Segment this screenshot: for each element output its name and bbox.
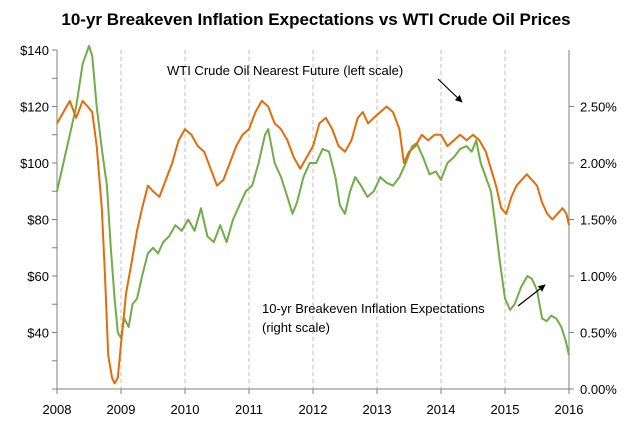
- x-tick-label: 2016: [555, 402, 584, 417]
- x-tick-label: 2009: [107, 402, 136, 417]
- right-tick-label: 1.00%: [580, 269, 617, 284]
- x-tick-label: 2011: [235, 402, 263, 417]
- series-layer: [56, 45, 570, 385]
- series-line-10-yr-breakeven-inflation-expectations: [56, 99, 570, 385]
- annotation-text: (right scale): [262, 320, 330, 335]
- annotation-arrow: [437, 78, 463, 103]
- left-tick-label: $80: [27, 213, 49, 228]
- annotation-text: WTI Crude Oil Nearest Future (left scale…: [167, 63, 403, 78]
- axis-layer: 2008 2009 2010 2011 2012 2013 2014 2015 2016 $40 $…: [20, 43, 617, 417]
- grid-layer: [120, 50, 570, 389]
- left-tick-label: $100: [20, 156, 49, 171]
- left-tick-label: $40: [27, 326, 49, 341]
- x-tick-label: 2014: [427, 402, 456, 417]
- right-tick-label: 0.50%: [580, 326, 617, 341]
- x-tick-label: 2015: [491, 402, 520, 417]
- x-tick-label: 2012: [299, 402, 328, 417]
- left-tick-label: $60: [27, 269, 49, 284]
- annotation-text: 10-yr Breakeven Inflation Expectations: [262, 301, 485, 316]
- right-tick-label: 2.50%: [580, 100, 617, 115]
- chart-title: 10-yr Breakeven Inflation Expectations v…: [61, 10, 570, 29]
- left-tick-label: $120: [20, 100, 49, 115]
- right-tick-label: 1.50%: [580, 213, 617, 228]
- series-line-wti-crude-oil-nearest-future: [56, 45, 570, 356]
- x-tick-label: 2013: [363, 402, 392, 417]
- x-tick-label: 2010: [171, 402, 200, 417]
- left-tick-label: $140: [20, 43, 49, 58]
- annotation-arrow: [517, 284, 546, 307]
- annotation-layer: WTI Crude Oil Nearest Future (left scale…: [167, 63, 546, 335]
- x-tick-label: 2008: [43, 402, 72, 417]
- right-tick-label: 0.00%: [580, 382, 617, 397]
- right-tick-label: 2.00%: [580, 156, 617, 171]
